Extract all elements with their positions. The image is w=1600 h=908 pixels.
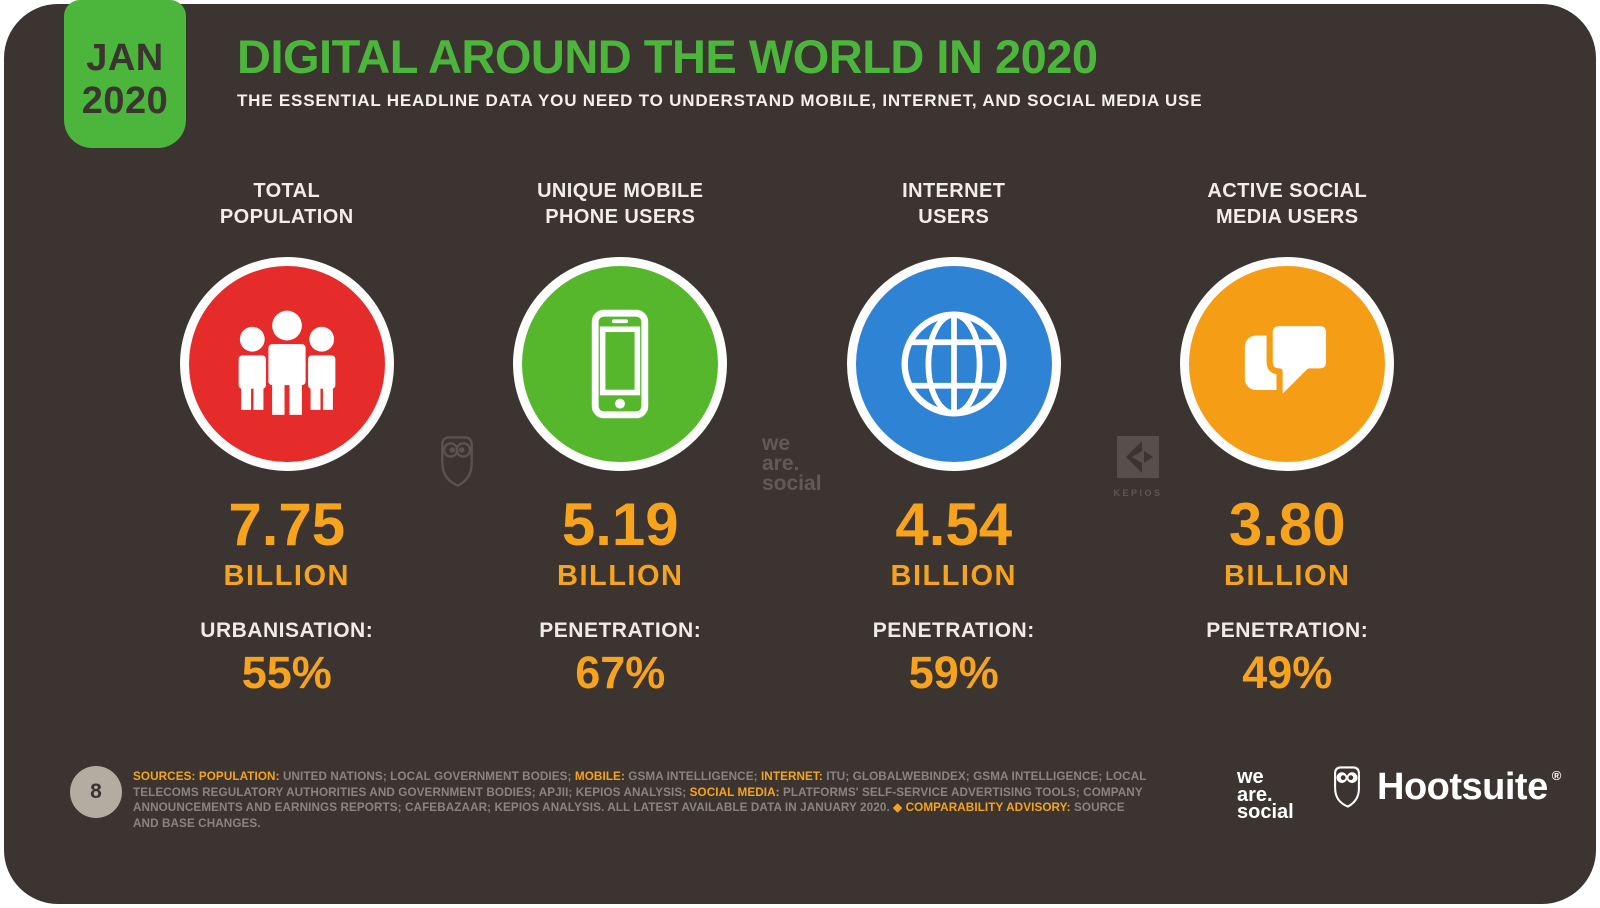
stat-value: 4.54 <box>895 491 1013 558</box>
sources-text-segment: UNITED NATIONS; LOCAL GOVERNMENT BODIES; <box>279 770 575 783</box>
stat-unit: BILLION <box>890 560 1017 592</box>
stat-value: 5.19 <box>561 491 679 558</box>
stat-metric-label: PENETRATION: <box>539 619 702 642</box>
sources-text-segment: PLATFORMS' SELF-SERVICE ADVERTISING TOOL… <box>133 785 1143 815</box>
header: DIGITAL AROUND THE WORLD IN 2020 THE ESS… <box>237 33 1202 111</box>
stat-title-line1: TOTAL <box>253 180 321 202</box>
stat-title-line1: UNIQUE MOBILE <box>537 180 704 202</box>
wearesocial-logo-line: we <box>1237 766 1264 788</box>
chat-bubbles-icon-glyph <box>1245 319 1333 405</box>
page-subtitle: THE ESSENTIAL HEADLINE DATA YOU NEED TO … <box>237 91 1203 110</box>
wearesocial-watermark-line: social <box>762 472 822 495</box>
stat-title-line2: MEDIA USERS <box>1215 206 1359 228</box>
hootsuite-owl-watermark-icon <box>436 434 478 494</box>
stat-unit: BILLION <box>223 560 350 592</box>
stat-title-line1: ACTIVE SOCIAL <box>1207 180 1368 202</box>
hootsuite-logo-owl-icon <box>1334 766 1360 808</box>
sources-text-segment: ITU; GLOBALWEBINDEX; GSMA INTELLIGENCE; … <box>133 770 1147 799</box>
stat-title: INTERNET USERS <box>902 178 1005 230</box>
stat-title-line2: POPULATION <box>219 206 354 228</box>
smartphone-icon-glyph <box>592 309 649 419</box>
stat-metric-label: URBANISATION: <box>200 619 374 642</box>
stat-title: TOTAL POPULATION <box>220 178 354 230</box>
wearesocial-logo-line: social <box>1237 801 1294 823</box>
sources-text-segment: MOBILE: <box>574 770 625 783</box>
sources-text-segment: SOURCES: <box>133 770 199 783</box>
wearesocial-watermark-line: we <box>762 432 791 455</box>
date-badge-month: JAN <box>86 37 164 80</box>
hootsuite-logo-name: Hootsuite <box>1377 766 1548 808</box>
stat-metric-value: 67% <box>575 647 666 698</box>
hootsuite-logo: Hootsuite ® <box>1330 764 1561 810</box>
stat-value: 7.75 <box>228 491 346 558</box>
stat-metric-label: PENETRATION: <box>1206 619 1369 642</box>
stat-unit: BILLION <box>557 560 684 592</box>
stat-title-line1: INTERNET <box>902 180 1006 202</box>
stat-metric-value: 49% <box>1242 647 1333 698</box>
sources-text-segment: GSMA INTELLIGENCE; <box>624 770 761 783</box>
stat-title-line2: USERS <box>918 206 990 228</box>
stat-metric-value: 59% <box>908 647 999 698</box>
registered-trademark-symbol: ® <box>1551 768 1562 783</box>
wearesocial-watermark-line: are. <box>762 452 800 475</box>
sources-text-segment: SOCIAL MEDIA: <box>689 785 780 799</box>
page-number-badge: 8 <box>70 766 122 818</box>
date-badge: JAN 2020 <box>64 0 186 148</box>
globe-icon <box>846 257 1061 471</box>
people-icon <box>179 257 394 471</box>
wearesocial-logo: we are. social <box>1237 766 1294 823</box>
stat-column-internet-users: INTERNET USERS 4.54 BILLION PENETRATION:… <box>846 178 1061 698</box>
kepios-watermark-label: KEPIOS <box>1113 488 1163 498</box>
sources-text-segment: POPULATION: <box>198 770 280 783</box>
wearesocial-watermark: we are. social <box>762 432 822 495</box>
sources-text-segment: INTERNET: <box>760 770 823 783</box>
kepios-watermark-icon <box>1117 436 1159 478</box>
stat-column-total-population: TOTAL POPULATION 7.75 BILLION URBANISATI… <box>179 178 394 698</box>
stat-metric-label: PENETRATION: <box>872 619 1035 642</box>
wearesocial-logo-line: are. <box>1237 783 1273 806</box>
stat-title: ACTIVE SOCIAL MEDIA USERS <box>1207 178 1367 230</box>
stats-grid: TOTAL POPULATION 7.75 BILLION URBANISATI… <box>120 178 1454 695</box>
people-icon-glyph <box>238 310 336 415</box>
page-title: DIGITAL AROUND THE WORLD IN 2020 <box>237 30 1098 83</box>
stat-value: 3.80 <box>1228 491 1346 558</box>
globe-icon-glyph <box>901 311 1007 417</box>
date-badge-year: 2020 <box>81 80 169 122</box>
stat-metric-value: 55% <box>241 647 332 698</box>
stat-unit: BILLION <box>1224 560 1351 592</box>
kepios-watermark: KEPIOS <box>1113 436 1163 498</box>
sources-text: SOURCES: POPULATION: UNITED NATIONS; LOC… <box>133 769 1147 832</box>
chat-bubbles-icon <box>1180 257 1395 471</box>
sources-text-segment: ◆ COMPARABILITY ADVISORY: <box>893 801 1071 815</box>
sources-text-segment: SOURCE AND BASE CHANGES. <box>133 801 1125 831</box>
stat-title: UNIQUE MOBILE PHONE USERS <box>537 178 703 230</box>
stat-column-mobile-users: UNIQUE MOBILE PHONE USERS 5.19 BILLION P… <box>513 178 728 698</box>
smartphone-icon <box>513 257 728 471</box>
stat-title-line2: PHONE USERS <box>545 206 696 228</box>
stat-column-social-media-users: ACTIVE SOCIAL MEDIA USERS 3.80 BILLION P… <box>1180 178 1395 698</box>
